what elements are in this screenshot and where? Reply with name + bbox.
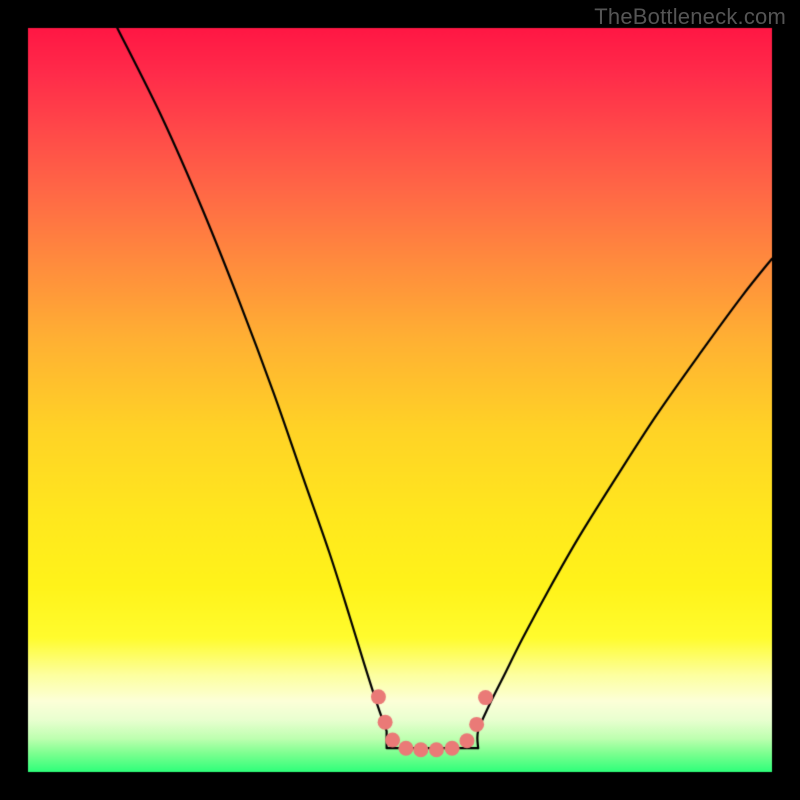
watermark-text: TheBottleneck.com (594, 4, 786, 30)
bottleneck-chart (0, 0, 800, 800)
